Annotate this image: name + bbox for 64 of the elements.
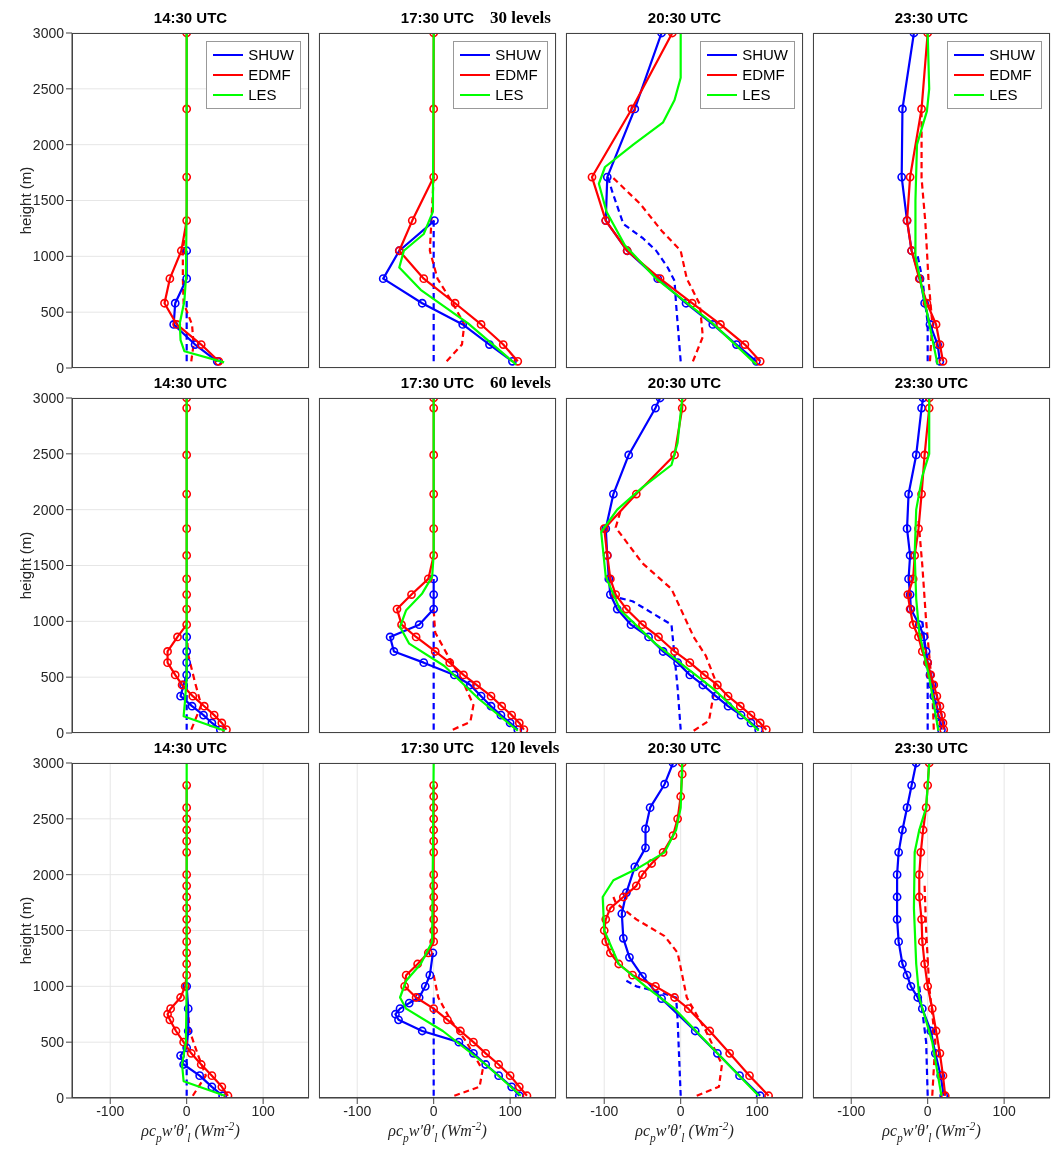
chart-title: 14:30 UTC [153, 9, 228, 26]
legend-label: SHUW [742, 45, 788, 65]
chart-title: 14:30 UTC [153, 739, 228, 756]
chart-title: 20:30 UTC [646, 373, 723, 393]
x-tick-label: -100 [96, 1102, 125, 1119]
legend-label: EDMF [989, 65, 1032, 85]
y-tick-label: 1000 [32, 978, 65, 995]
x-tick-label: 100 [745, 1102, 770, 1119]
y-tick-label: 2000 [32, 136, 65, 153]
text: 30 levels [490, 8, 551, 28]
legend-label: LES [742, 85, 771, 105]
x-tick-label: 0 [182, 1102, 191, 1119]
chart-title: 23:30 UTC [893, 738, 970, 758]
y-tick-label: 3000 [32, 389, 65, 406]
legend-label: SHUW [495, 45, 541, 65]
text: 60 levels [490, 373, 551, 393]
y-axis-title: height (m) [17, 531, 35, 600]
legend-label: EDMF [248, 65, 291, 85]
x-tick-label: 100 [992, 1102, 1017, 1119]
x-tick-label: -100 [590, 1102, 619, 1119]
y-tick-label: 2500 [32, 445, 65, 462]
legend-label: SHUW [989, 45, 1035, 65]
x-tick-label: -100 [837, 1102, 866, 1119]
x-axis-title: ρc$_{p}$w′θ′$_{l}$ (Wm$^{-2}$) [140, 1120, 240, 1145]
y-tick-label: 500 [40, 304, 65, 321]
y-tick-label: 0 [56, 724, 65, 741]
legend-label: EDMF [495, 65, 538, 85]
y-tick-label: 1000 [32, 613, 65, 630]
legend-label: LES [495, 85, 524, 105]
y-axis-title: height (m) [17, 166, 35, 235]
legend-label: SHUW [248, 45, 294, 65]
y-tick-label: 500 [40, 1034, 65, 1051]
legend-label: LES [248, 85, 277, 105]
x-axis-title: ρc$_{p}$w′θ′$_{l}$ (Wm$^{-2}$) [634, 1120, 734, 1145]
x-tick-label: -100 [343, 1102, 372, 1119]
text: 120 levels [490, 738, 560, 758]
y-tick-label: 500 [40, 669, 65, 686]
chart-title: 23:30 UTC [893, 373, 970, 393]
chart-title: 23:30 UTC [893, 8, 970, 28]
x-tick-label: 100 [251, 1102, 276, 1119]
chart-title: 20:30 UTC [646, 8, 723, 28]
y-tick-label: 2000 [32, 501, 65, 518]
y-axis-title: height (m) [17, 896, 35, 965]
x-tick-label: 0 [923, 1102, 932, 1119]
x-tick-label: 0 [676, 1102, 685, 1119]
y-tick-label: 3000 [32, 24, 65, 41]
y-tick-label: 3000 [32, 754, 65, 771]
legend-label: EDMF [742, 65, 785, 85]
x-tick-label: 100 [498, 1102, 523, 1119]
y-tick-label: 0 [56, 1089, 65, 1106]
y-tick-label: 2500 [32, 80, 65, 97]
x-axis-title: ρc$_{p}$w′θ′$_{l}$ (Wm$^{-2}$) [387, 1120, 487, 1145]
y-tick-label: 0 [56, 359, 65, 376]
x-axis-title: ρc$_{p}$w′θ′$_{l}$ (Wm$^{-2}$) [881, 1120, 981, 1145]
chart-title: 14:30 UTC [153, 374, 228, 391]
legend-label: LES [989, 85, 1018, 105]
chart-title: 17:30 UTC [400, 374, 475, 391]
chart-title: 20:30 UTC [646, 738, 723, 758]
chart-title: 17:30 UTC [400, 739, 475, 756]
y-tick-label: 2000 [32, 866, 65, 883]
chart-title: 17:30 UTC [400, 9, 475, 26]
y-tick-label: 1000 [32, 248, 65, 265]
y-tick-label: 2500 [32, 810, 65, 827]
x-tick-label: 0 [429, 1102, 438, 1119]
